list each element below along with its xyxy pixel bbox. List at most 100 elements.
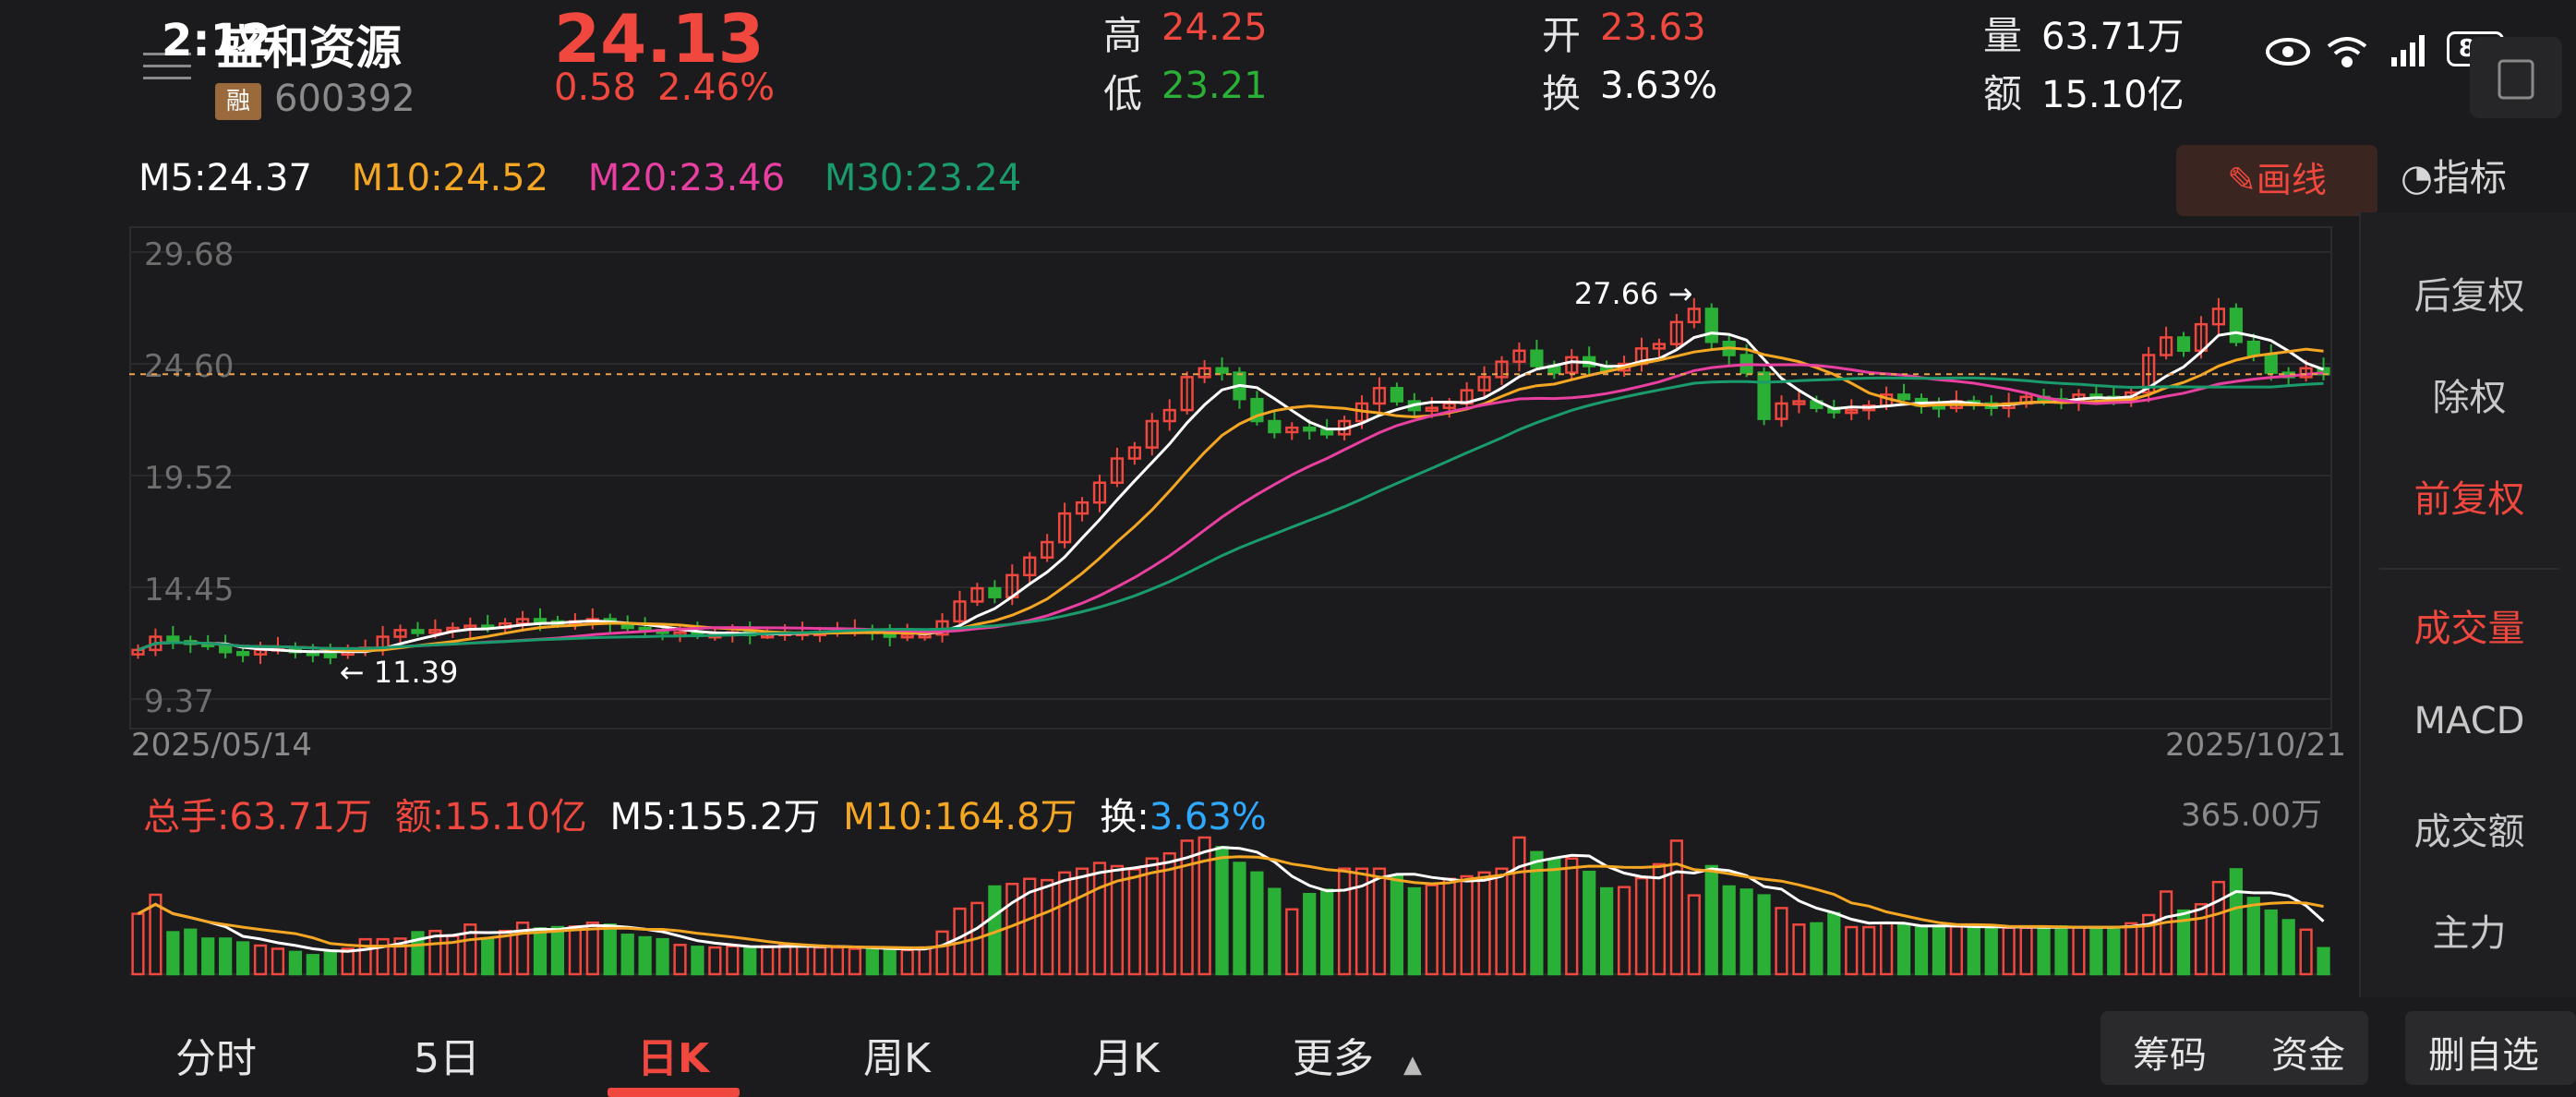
volume-bar-up: [463, 923, 477, 976]
menu-icon[interactable]: [143, 42, 191, 90]
volume-bar-up: [568, 925, 583, 976]
volume-bar-up: [428, 929, 442, 976]
volume-bar-up: [2211, 880, 2226, 976]
remove-from-watchlist-button[interactable]: 删自选: [2428, 1034, 2539, 1077]
volume-bar-up: [1092, 862, 1107, 976]
candle-down: [1320, 428, 1334, 436]
volume-bar-up: [2002, 926, 2016, 976]
caret-up-icon: ▲: [1403, 1051, 1422, 1079]
candlestick-chart[interactable]: 29.68 24.60 19.52 14.45 9.37 27.66 → ← 11.39: [129, 226, 2332, 729]
volume-bar-down: [1984, 924, 1998, 976]
volume-bar-down: [166, 931, 180, 976]
side-item-amount[interactable]: 成交额: [2413, 811, 2525, 853]
candle-down: [988, 586, 1002, 598]
indicator-label: 指标: [2432, 157, 2507, 199]
volume-bar-up: [1180, 839, 1194, 976]
volume-bar-down: [1250, 871, 1264, 976]
volume-bar-down: [620, 934, 634, 976]
ma30-line: [137, 376, 2324, 652]
candle-down: [323, 653, 337, 658]
tab-daily-k[interactable]: 日K: [637, 1035, 710, 1082]
wifi-icon: [2327, 37, 2367, 67]
volume-bar-up: [761, 945, 775, 976]
volume-bar-up: [1669, 839, 1684, 976]
volume-bar-up: [131, 912, 145, 976]
candle-up: [1845, 408, 1859, 415]
volume-bar-down: [2246, 897, 2260, 976]
volume-bar-up: [1057, 871, 1072, 976]
volume-bar-up: [2019, 926, 2033, 976]
volume-bar-down: [411, 931, 425, 976]
volume-bar-down: [1914, 925, 1929, 976]
low-label: 低: [1103, 71, 1143, 116]
candle-down: [411, 629, 425, 634]
draw-line-button[interactable]: ✎画线: [2176, 145, 2377, 216]
volume-bar-up: [708, 946, 722, 976]
volume-bar-down: [1303, 893, 1317, 976]
volume-bar-up: [1792, 923, 1806, 976]
vol-turnover-label: 换:: [1100, 796, 1150, 838]
volume-bar-up: [1162, 851, 1176, 976]
candle-up: [131, 648, 145, 656]
total-volume: 总手:63.71万: [143, 796, 372, 838]
tab-weekly-k[interactable]: 周K: [863, 1035, 931, 1082]
volume-bar-up: [726, 945, 740, 976]
quote-header: [0, 0, 2576, 134]
volume-bar-down: [2317, 946, 2330, 976]
amount-value: 15.10亿: [2041, 74, 2185, 116]
price-change: 0.58: [554, 66, 637, 109]
candle-up: [1180, 376, 1194, 412]
volume-bar-down: [1810, 922, 1824, 976]
volume-bar-up: [848, 947, 861, 976]
candle-down: [1250, 397, 1264, 423]
y-tick-label: 14.45: [144, 572, 234, 609]
stock-name[interactable]: 盛和资源: [217, 21, 402, 75]
volume-bar-up: [795, 945, 810, 976]
side-item-forward-adjusted[interactable]: 前复权: [2413, 478, 2525, 521]
volume-bar-down: [1390, 874, 1404, 976]
tab-more[interactable]: 更多 ▲: [1293, 1025, 1422, 1084]
tab-monthly-k[interactable]: 月K: [1092, 1035, 1160, 1082]
y-tick-label: 9.37: [144, 683, 214, 720]
candle-down: [2264, 354, 2278, 374]
volume-bar-up: [585, 921, 599, 976]
volume-legend: 总手:63.71万 额:15.10亿 M5:155.2万 M10:164.8万 …: [143, 787, 1267, 840]
volume-bar-up: [341, 947, 355, 976]
volume-chart[interactable]: [129, 836, 2332, 979]
candle-up: [1669, 320, 1684, 345]
volume-bar-down: [1896, 923, 1911, 976]
tab-intraday[interactable]: 分时: [175, 1035, 257, 1082]
side-item-volume[interactable]: 成交量: [2413, 608, 2525, 650]
candle-down: [166, 635, 180, 643]
volume-bar-up: [2072, 925, 2086, 976]
active-tab-indicator: [608, 1088, 740, 1097]
remove-watchlist-wrap: [2405, 1011, 2576, 1085]
volume-bar-down: [883, 948, 897, 976]
chip-distribution-button[interactable]: 筹码: [2133, 1034, 2207, 1077]
side-item-main-force[interactable]: 主力: [2432, 912, 2507, 955]
indicator-button[interactable]: ◔指标: [2401, 148, 2507, 201]
fullscreen-button[interactable]: [2470, 37, 2562, 118]
draw-line-label: 画线: [2256, 160, 2327, 200]
open-label: 开: [1542, 13, 1582, 58]
vol-ma10-line: [137, 855, 2324, 949]
chip-fund-group: [2101, 1011, 2368, 1085]
high-label: 高: [1103, 13, 1143, 58]
tab-5day[interactable]: 5日: [414, 1035, 480, 1082]
signal-icon: [2391, 35, 2425, 66]
candle-down: [2246, 340, 2260, 356]
volume-bar-up: [830, 946, 845, 976]
side-item-ex-rights[interactable]: 除权: [2432, 377, 2507, 419]
fund-flow-button[interactable]: 资金: [2271, 1034, 2345, 1077]
candle-down: [1303, 426, 1317, 432]
side-divider: [2379, 568, 2559, 570]
candle-down: [235, 650, 250, 657]
volume-bar-down: [219, 937, 233, 976]
current-price: 24.13: [554, 0, 764, 78]
amount-label: 额: [1983, 71, 2023, 116]
volume-bar-up: [935, 930, 949, 976]
side-item-macd[interactable]: MACD: [2413, 700, 2525, 742]
volume-bar-up: [1354, 867, 1369, 976]
side-item-back-adjusted[interactable]: 后复权: [2413, 275, 2525, 318]
volume-bar-up: [1460, 874, 1474, 976]
